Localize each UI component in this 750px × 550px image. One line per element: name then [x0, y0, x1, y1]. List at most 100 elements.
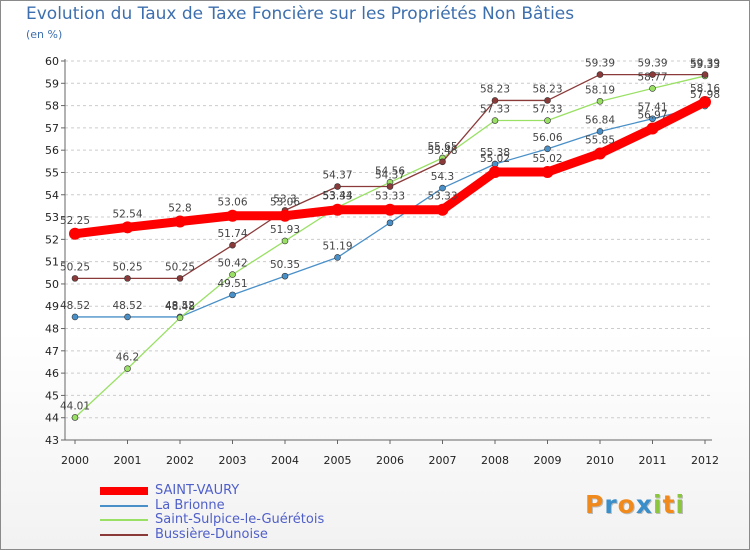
- data-point: [439, 158, 446, 166]
- data-point: [229, 271, 236, 278]
- data-label: 53.3: [273, 193, 296, 205]
- data-point: [436, 203, 449, 216]
- data-point: [646, 122, 659, 135]
- data-label: 54.56: [375, 165, 405, 177]
- data-label: 48.52: [112, 300, 142, 312]
- logo-letter: i: [675, 490, 686, 519]
- proxiti-logo: Proxiti: [585, 490, 685, 519]
- data-label: 55.02: [480, 153, 510, 165]
- x-tick-label: 2007: [429, 454, 457, 467]
- legend-swatch-saint-sulpice: [100, 519, 148, 521]
- x-tick-label: 2009: [534, 454, 562, 467]
- y-tick-label: 57: [45, 122, 59, 135]
- axes: [61, 59, 712, 444]
- data-point: [229, 291, 236, 299]
- data-label: 59.39: [690, 58, 720, 70]
- data-point: [491, 97, 499, 104]
- data-label: 58.23: [480, 83, 510, 95]
- data-point: [544, 117, 551, 124]
- data-point: [649, 85, 656, 92]
- data-label: 58.19: [585, 84, 615, 96]
- data-label: 50.42: [217, 258, 247, 270]
- data-label: 50.25: [60, 261, 90, 273]
- data-point: [226, 209, 239, 222]
- data-label: 53.06: [217, 197, 247, 209]
- data-label: 50.25: [165, 261, 195, 273]
- data-label: 57.33: [532, 104, 562, 116]
- logo-letter: i: [653, 490, 663, 519]
- data-label: 58.23: [532, 83, 562, 95]
- y-tick-label: 49: [45, 300, 59, 313]
- x-tick-label: 2001: [114, 454, 142, 467]
- legend-swatch-la-brionne: [100, 504, 148, 507]
- data-label: 49.51: [217, 278, 247, 290]
- y-tick-label: 56: [45, 144, 59, 157]
- x-tick-label: 2008: [481, 454, 509, 467]
- y-tick-label: 44: [45, 412, 59, 425]
- logo-letter: P: [585, 490, 605, 519]
- y-tick-label: 54: [45, 189, 59, 202]
- data-point: [699, 96, 711, 109]
- legend-swatch-bussiere-dunoise: [100, 533, 148, 536]
- data-point: [71, 313, 79, 321]
- data-label: 53.33: [322, 191, 352, 203]
- data-point: [439, 184, 446, 192]
- logo-letter: r: [604, 490, 618, 519]
- data-label: 53.06: [270, 197, 300, 209]
- data-label: 48.48: [165, 301, 195, 313]
- data-label: 51.74: [217, 228, 247, 240]
- data-point: [491, 117, 499, 124]
- y-tick-label: 58: [45, 100, 59, 113]
- data-point: [386, 183, 394, 190]
- legend-label-saint-sulpice: Saint-Sulpice-le-Guérétois: [155, 512, 325, 527]
- y-tick-label: 43: [45, 434, 59, 447]
- data-point: [596, 98, 604, 105]
- data-point: [279, 209, 291, 222]
- data-label: 57.41: [637, 102, 667, 114]
- data-point: [176, 314, 184, 322]
- x-tick-label: 2002: [166, 454, 194, 467]
- data-label: 55.38: [480, 147, 510, 159]
- series-lines: [69, 71, 711, 421]
- x-tick-label: 2004: [271, 454, 299, 467]
- series-line: [74, 75, 706, 418]
- tick-labels: 43 44 45 46 47 48 49 50 51 52 53 54 55 56 57 58 59 60 2000…: [45, 55, 719, 467]
- data-point: [386, 219, 394, 227]
- x-tick-label: 2000: [61, 454, 89, 467]
- data-point: [596, 128, 604, 135]
- y-tick-label: 60: [45, 55, 59, 68]
- data-label: 59.39: [585, 58, 615, 70]
- data-point: [124, 365, 131, 372]
- legend-label-la-brionne: La Brionne: [155, 497, 225, 513]
- data-label: 56.06: [532, 132, 562, 144]
- data-point: [121, 221, 134, 234]
- data-label: 52.8: [168, 203, 191, 215]
- data-point: [69, 227, 81, 240]
- data-point: [124, 275, 131, 282]
- data-point: [649, 71, 656, 78]
- y-tick-label: 55: [45, 166, 59, 179]
- y-tick-label: 59: [45, 77, 59, 90]
- data-label: 54.37: [375, 170, 405, 182]
- y-tick-label: 45: [45, 389, 59, 402]
- data-label: 55.85: [585, 135, 615, 147]
- logo-letter: o: [617, 490, 636, 519]
- data-point: [596, 71, 604, 78]
- data-label: 51.19: [322, 240, 352, 252]
- logo-letter: x: [635, 490, 653, 519]
- data-point: [489, 166, 501, 179]
- y-tick-label: 52: [45, 233, 59, 246]
- data-point: [174, 215, 186, 228]
- data-point: [331, 203, 344, 216]
- data-point: [649, 115, 656, 123]
- data-label: 53.44: [322, 190, 352, 202]
- x-tick-label: 2003: [219, 454, 247, 467]
- x-tick-label: 2006: [376, 454, 404, 467]
- data-point: [71, 414, 79, 421]
- data-label: 52.54: [112, 208, 142, 220]
- y-tick-label: 53: [45, 211, 59, 224]
- legend-swatch-saint-vaury: [100, 487, 148, 495]
- data-point: [124, 313, 131, 321]
- data-point: [334, 254, 341, 261]
